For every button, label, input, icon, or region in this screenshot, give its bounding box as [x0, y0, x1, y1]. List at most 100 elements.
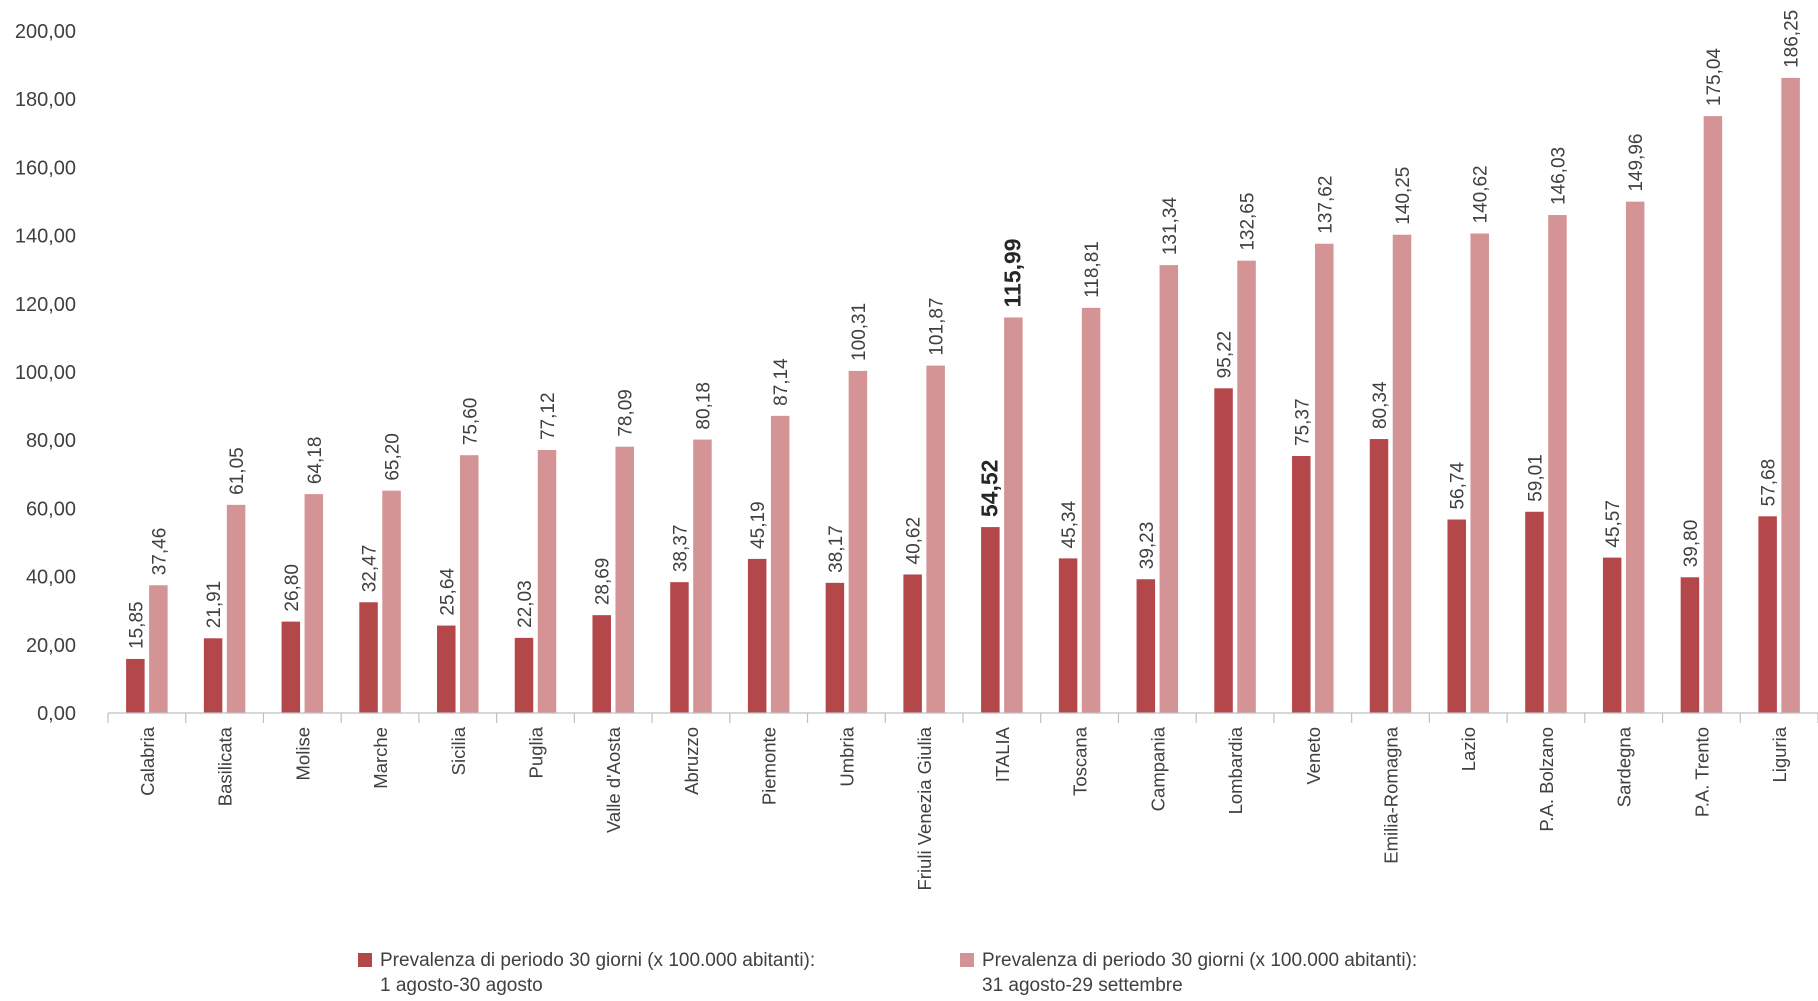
x-tick-label: Calabria: [137, 726, 158, 796]
y-axis: 0,00 20,00 40,00 60,00 80,00 100,00 120,00 140,…: [15, 21, 76, 725]
data-label-series-2: 137,62: [1315, 176, 1336, 234]
data-label-series-1: 45,34: [1059, 500, 1080, 548]
x-tick-label: Liguria: [1769, 726, 1790, 782]
x-tick-label: Lombardia: [1225, 726, 1246, 814]
bar-series-1: [1058, 558, 1078, 713]
bar-series-1: [437, 625, 456, 713]
x-tick-label: Piemonte: [759, 727, 780, 805]
data-label-series-1: 21,91: [204, 581, 225, 629]
legend-label-series-2-line-2: 31 agosto-29 settembre: [982, 975, 1183, 996]
bar-series-2: [1315, 243, 1334, 713]
bar-series-2: [1703, 116, 1723, 714]
data-label-series-1: 39,80: [1681, 520, 1702, 568]
data-label-series-1: 38,37: [670, 525, 691, 573]
x-tick-label: Puglia: [526, 726, 547, 778]
x-tick-label: ITALIA: [992, 726, 1013, 782]
x-tick-label: P.A. Trento: [1691, 727, 1712, 817]
bar-series-1: [1136, 579, 1156, 713]
bar-series-2: [149, 585, 168, 713]
legend-swatch-series-1: [358, 953, 372, 967]
bar-series-2: [1237, 260, 1256, 713]
y-tick-label: 180,00: [15, 89, 76, 111]
bar-series-2: [1548, 215, 1567, 713]
bar-series-1: [203, 638, 223, 713]
data-label-series-2: 80,18: [693, 382, 714, 430]
x-tick-label: Marche: [370, 727, 391, 789]
data-label-series-1: 95,22: [1215, 331, 1236, 379]
x-tick-label: Emilia-Romagna: [1381, 726, 1402, 863]
bar-series-2: [693, 439, 712, 713]
x-tick-label: Valle d'Aosta: [603, 726, 624, 833]
data-label-series-1: 45,57: [1603, 500, 1624, 548]
y-tick-label: 60,00: [26, 498, 76, 520]
bar-series-1: [1758, 516, 1777, 713]
y-tick-label: 20,00: [26, 635, 76, 657]
data-label-series-1: 57,68: [1759, 459, 1780, 507]
data-label-series-2: 149,96: [1626, 134, 1647, 192]
data-label-series-1: 32,47: [360, 545, 381, 593]
data-label-series-2: 64,18: [305, 437, 326, 485]
bar-series-2: [537, 450, 557, 713]
bar-series-2: [1392, 234, 1412, 713]
bar-series-1: [126, 658, 145, 713]
bar-series-2: [1159, 265, 1179, 713]
data-label-series-2: 101,87: [927, 297, 948, 355]
bar-series-1: [903, 574, 922, 713]
bar-series-2: [1781, 77, 1800, 713]
x-tick-label: Sicilia: [448, 726, 469, 775]
data-label-series-1: 15,85: [126, 601, 147, 649]
data-label-series-1: 25,64: [437, 568, 458, 616]
bar-series-2: [226, 504, 246, 713]
data-label-series-2: 87,14: [771, 358, 792, 406]
data-label-series-1: 28,69: [593, 558, 614, 606]
bar-series-1: [1602, 557, 1622, 713]
bar-series-1: [1447, 519, 1466, 713]
bar-series-1: [670, 582, 689, 713]
data-label-series-2: 175,04: [1704, 48, 1725, 107]
x-tick-label: Toscana: [1070, 726, 1091, 796]
data-label-series-2: 75,60: [460, 398, 481, 446]
bar-series-2: [615, 446, 634, 713]
bar-series-1: [1369, 439, 1389, 713]
bar-series-1: [1292, 455, 1311, 713]
x-tick-label: Basilicata: [215, 726, 236, 806]
bar-series-2: [1625, 201, 1645, 713]
x-tick-label: Abruzzo: [681, 727, 702, 795]
x-tick-label: Sardegna: [1614, 726, 1635, 807]
x-tick-label: Molise: [292, 727, 313, 780]
legend-item-series-2: Prevalenza di periodo 30 giorni (x 100.0…: [960, 948, 1417, 998]
y-tick-label: 100,00: [15, 362, 76, 384]
bar-series-1: [514, 637, 534, 713]
bar-series-2: [770, 415, 790, 713]
bar-series-2: [1081, 307, 1101, 713]
x-axis: Calabria Basilicata Molise Marche Sicilia Pug…: [107, 712, 1818, 891]
bars: 15,85 37,46 21,91 61,05 26,80 64,18 32,47 65,20…: [126, 10, 1803, 714]
y-tick-label: 200,00: [15, 21, 76, 43]
y-tick-label: 80,00: [26, 430, 76, 452]
data-label-series-1: 26,80: [282, 564, 303, 612]
data-label-series-1: 54,52: [976, 460, 1002, 518]
data-label-series-1: 39,23: [1137, 522, 1158, 570]
data-label-series-2: 132,65: [1238, 193, 1259, 251]
legend-item-series-1: Prevalenza di periodo 30 giorni (x 100.0…: [358, 948, 815, 998]
data-label-series-1: 38,17: [826, 525, 847, 573]
data-label-series-2: 140,62: [1471, 165, 1492, 223]
legend-label-series-2: Prevalenza di periodo 30 giorni (x 100.0…: [982, 948, 1417, 998]
legend-label-series-1-line-1: Prevalenza di periodo 30 giorni (x 100.0…: [380, 950, 816, 971]
legend-label-series-1: Prevalenza di periodo 30 giorni (x 100.0…: [380, 948, 815, 998]
bar-series-1: [281, 621, 301, 713]
data-label-series-1: 59,01: [1525, 454, 1546, 502]
x-tick-label: P.A. Bolzano: [1536, 727, 1557, 832]
data-label-series-2: 37,46: [149, 528, 170, 576]
data-label-series-2: 186,25: [1782, 10, 1803, 68]
y-tick-label: 0,00: [37, 703, 76, 725]
bar-series-2: [304, 494, 324, 713]
bar-series-1: [1214, 388, 1233, 713]
bar-chart: 0,00 20,00 40,00 60,00 80,00 100,00 120,00 140,…: [15, 10, 1818, 891]
data-label-series-2: 65,20: [383, 433, 404, 481]
y-tick-label: 140,00: [15, 226, 76, 248]
data-label-series-1: 56,74: [1448, 462, 1469, 510]
data-label-series-2: 78,09: [616, 389, 637, 437]
legend-label-series-1-line-2: 1 agosto-30 agosto: [380, 975, 543, 996]
x-tick-label: Umbria: [836, 726, 857, 786]
